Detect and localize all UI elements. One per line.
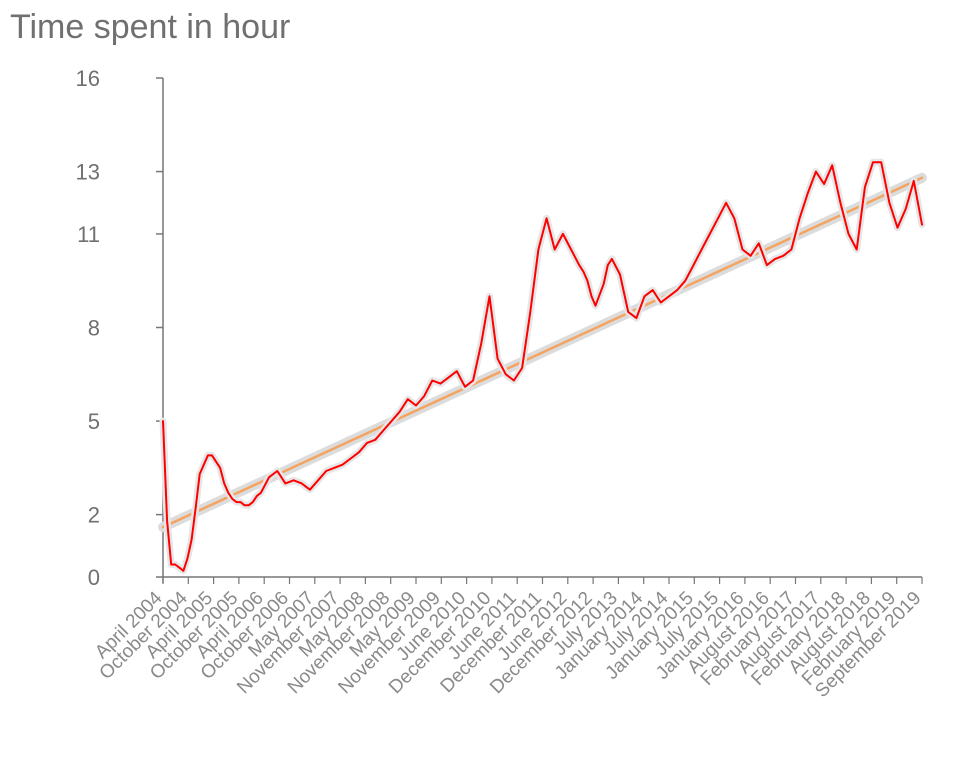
series-layer: [158, 158, 927, 575]
y-tick-label: 0: [88, 565, 100, 590]
y-tick-label: 2: [88, 503, 100, 528]
y-tick-label: 8: [88, 316, 100, 341]
y-tick-label: 16: [76, 66, 100, 91]
series-halo: [159, 158, 926, 575]
chart-title: Time spent in hour: [10, 8, 291, 46]
y-tick-labels: 0 2 5 8 11 13 16: [76, 66, 100, 590]
series-line: [162, 161, 923, 572]
chart-axes: [156, 77, 923, 584]
y-tick-label: 5: [88, 409, 100, 434]
y-tick-label: 13: [76, 160, 100, 185]
y-tick-label: 11: [77, 222, 100, 247]
